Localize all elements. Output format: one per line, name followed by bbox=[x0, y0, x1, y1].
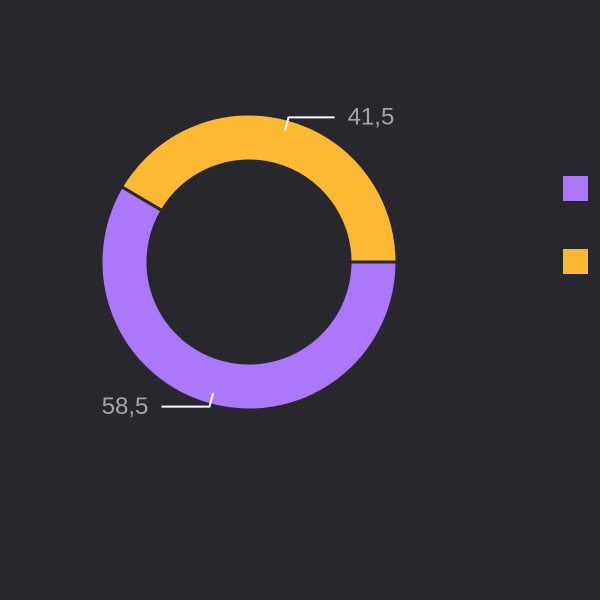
legend-swatch bbox=[563, 176, 588, 201]
leader-line bbox=[161, 392, 215, 408]
value-label: 41,5 bbox=[348, 104, 395, 131]
donut-slice bbox=[119, 112, 399, 264]
legend-swatch bbox=[563, 249, 588, 274]
leader-line bbox=[283, 116, 335, 132]
value-label: 58,5 bbox=[102, 393, 149, 420]
donut-slice bbox=[99, 184, 399, 412]
